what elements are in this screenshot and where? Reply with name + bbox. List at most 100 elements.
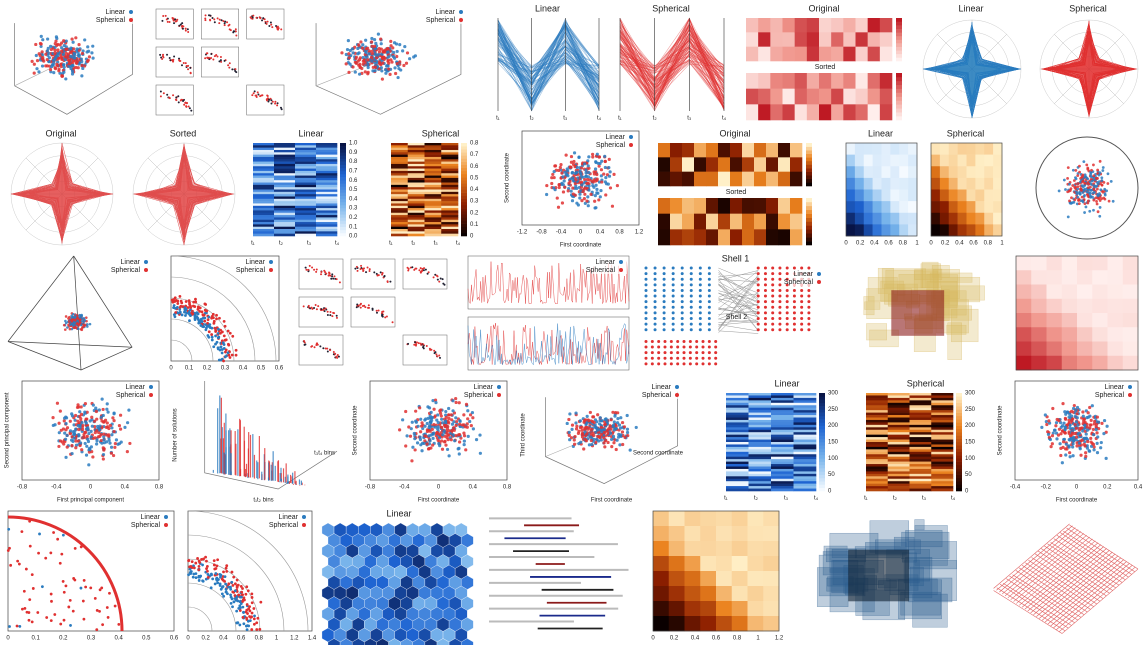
cell: [730, 143, 742, 158]
node: [793, 306, 796, 309]
cell: [783, 18, 795, 33]
node: [699, 272, 702, 275]
point: [227, 64, 229, 66]
point: [439, 357, 441, 359]
x-tick-label: t₃: [922, 496, 927, 502]
point: [443, 440, 446, 443]
node: [663, 278, 666, 281]
cell: [855, 178, 864, 190]
colorbar: [819, 435, 825, 439]
cell: [391, 183, 408, 186]
cell: [931, 393, 953, 396]
colorbar: [956, 478, 962, 482]
x-tick-label: t₄: [335, 241, 340, 247]
point: [216, 341, 219, 344]
point: [257, 93, 259, 95]
point: [214, 21, 216, 23]
node: [708, 323, 711, 326]
cell: [253, 192, 274, 195]
cell: [1031, 356, 1047, 371]
cell: [316, 148, 337, 151]
point: [416, 441, 419, 444]
point: [360, 265, 362, 267]
cell: [771, 444, 794, 447]
point: [210, 53, 212, 55]
node: [645, 306, 648, 309]
point: [596, 192, 599, 195]
point: [68, 316, 71, 319]
cell: [873, 213, 882, 225]
point: [98, 408, 101, 411]
colorbar-tick-label: 0.0: [349, 234, 358, 240]
point: [39, 54, 42, 57]
point: [587, 184, 590, 187]
point: [209, 326, 212, 329]
cell: [749, 447, 772, 450]
cell: [931, 447, 953, 450]
colorbar: [806, 241, 812, 245]
point: [626, 414, 629, 417]
colorbar-tick-label: 200: [965, 423, 976, 429]
cell: [868, 73, 880, 89]
cell: [888, 432, 910, 435]
cell: [958, 201, 967, 213]
point: [1089, 437, 1092, 440]
cell: [425, 194, 442, 197]
node: [681, 306, 684, 309]
cell: [794, 437, 817, 440]
cell: [888, 486, 910, 489]
cell: [910, 432, 932, 435]
cell: [888, 430, 910, 433]
point: [458, 433, 461, 436]
point: [585, 199, 588, 202]
cell: [425, 190, 442, 193]
point: [86, 438, 89, 441]
cell: [253, 215, 274, 218]
x-tick-label: 0.4: [870, 241, 879, 247]
point: [85, 316, 88, 319]
cell: [749, 454, 772, 457]
cell: [910, 405, 932, 408]
cell: [441, 227, 458, 230]
point: [71, 64, 74, 67]
point: [575, 427, 578, 430]
point: [1081, 175, 1084, 178]
cell: [295, 155, 316, 158]
node: [672, 289, 675, 292]
node: [786, 295, 789, 298]
node: [786, 328, 789, 331]
panel-title: Spherical: [907, 378, 945, 388]
point: [378, 50, 381, 53]
point: [609, 170, 612, 173]
point: [113, 430, 116, 433]
point: [599, 416, 602, 419]
x-tick-label: 0.5: [257, 366, 266, 372]
point: [160, 90, 162, 92]
point: [212, 316, 215, 319]
node: [681, 300, 684, 303]
point: [451, 399, 454, 402]
point: [333, 275, 335, 277]
point: [337, 354, 339, 356]
point: [401, 49, 404, 52]
x-tick-label: -0.8: [17, 485, 28, 491]
x-tick-label: 0.2: [203, 366, 212, 372]
point: [105, 408, 108, 411]
point: [110, 433, 113, 436]
node: [672, 323, 675, 326]
cell: [1047, 299, 1063, 314]
node: [663, 300, 666, 303]
x-tick-label: t₂: [411, 241, 416, 247]
colorbar-tick-label: 0.5: [470, 175, 479, 181]
point: [74, 414, 77, 417]
cell: [726, 479, 749, 482]
cell: [766, 143, 778, 158]
point: [370, 60, 373, 63]
point: [58, 422, 61, 425]
cell: [391, 155, 408, 158]
point: [211, 17, 213, 19]
point: [571, 199, 574, 202]
point: [436, 413, 439, 416]
point: [103, 447, 106, 450]
cell: [794, 425, 817, 428]
